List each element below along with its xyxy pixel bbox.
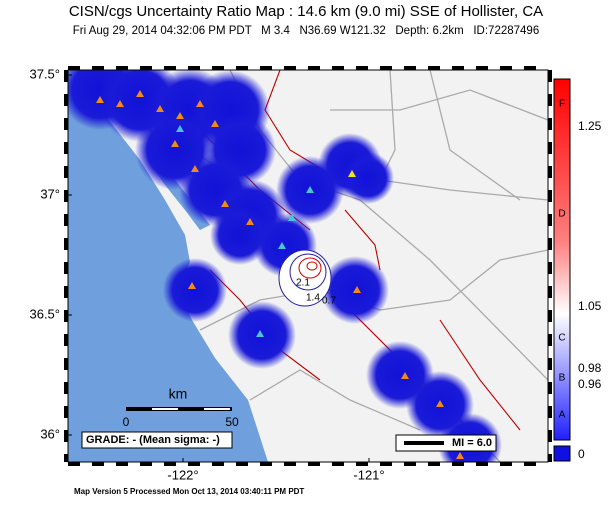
grade-label: A: [559, 410, 566, 421]
ocean: [68, 70, 268, 462]
grade: GRADE: - (Mean sigma: -): [86, 434, 220, 446]
colorbar-value: 0.98: [578, 361, 602, 375]
colorbar-value: 0.96: [578, 377, 602, 391]
mi-line: [404, 441, 444, 445]
map: 2.1 1.4 0.7: [68, 70, 548, 462]
grade-label: F: [559, 99, 565, 110]
colorbar-value: 0: [578, 447, 585, 461]
lat-label: 37.5°: [29, 66, 60, 81]
lat-label: 36°: [40, 426, 60, 441]
contour-label: 1.4: [306, 293, 320, 304]
grade-label: D: [558, 209, 565, 220]
scale-end: 50: [225, 415, 239, 429]
scale-start: 0: [123, 415, 130, 429]
title: CISN/cgs Uncertainty Ratio Map : 14.6 km…: [69, 3, 543, 20]
uncertainty-contours: [278, 249, 332, 307]
scale-unit: km: [169, 386, 188, 402]
lat-label: 37°: [40, 186, 60, 201]
colorbar-value: 1.05: [578, 299, 602, 313]
stations: [96, 90, 464, 459]
grade-box: [81, 431, 233, 449]
subtitle: Fri Aug 29, 2014 04:32:06 PM PDT M 3.4 N…: [73, 25, 539, 37]
grade-label: B: [559, 373, 566, 384]
mi-box: [395, 434, 497, 452]
lon-label: -122°: [167, 467, 198, 482]
grade-label: C: [558, 333, 565, 344]
contour-label: 2.1: [296, 278, 310, 289]
graticule: 37.5° 37° 36.5° 36° -122° -121°: [29, 66, 384, 482]
lat-label: 36.5°: [29, 306, 60, 321]
footer: Map Version 5 Processed Mon Oct 13, 2014…: [74, 487, 304, 496]
colorbar-value: 1.25: [578, 119, 602, 133]
lon-label: -121°: [353, 467, 384, 482]
scale-bar: km 0 50: [123, 386, 239, 429]
frame-ticks: [64, 66, 552, 466]
colorbar: F D C B A 1.25 1.05 0.98 0.96 0: [553, 78, 602, 462]
contour-label: 0.7: [322, 296, 336, 307]
mi-legend: MI = 6.0: [452, 437, 492, 449]
